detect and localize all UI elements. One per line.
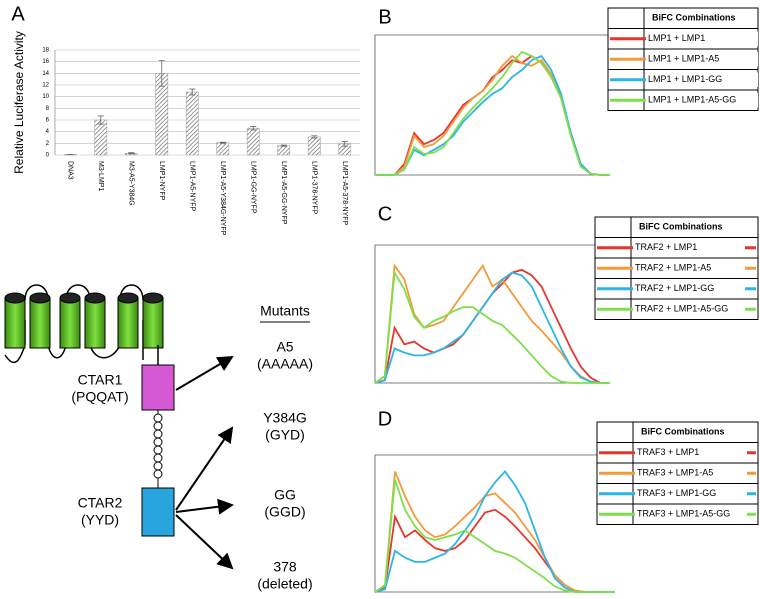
histogram-line xyxy=(374,269,610,384)
histogram-line xyxy=(374,271,610,384)
ctar-motif: (PQQAT) xyxy=(71,389,128,405)
legend-label-bg xyxy=(646,52,758,67)
mutant-detail: (GYD) xyxy=(265,427,305,443)
legend-label-bg xyxy=(646,93,758,108)
x-tick-label: LMP1-A5-NYFP xyxy=(188,161,195,212)
histogram-line xyxy=(375,50,610,176)
legend-label-bg xyxy=(635,445,747,460)
legend-label-bg xyxy=(633,302,745,317)
diagram xyxy=(4,284,310,570)
legend-label: LMP1 + LMP1-A5 xyxy=(648,54,719,64)
plot-frame xyxy=(374,454,615,593)
error-bar xyxy=(280,144,287,147)
ctar-motif: (YYD) xyxy=(81,512,119,528)
panel-label: C xyxy=(378,203,392,225)
histogram-line xyxy=(374,263,610,384)
legend-label: TRAF3 + LMP1-GG xyxy=(637,488,716,498)
legend-label-bg xyxy=(646,72,758,87)
legend-label: TRAF3 + LMP1 xyxy=(637,447,699,457)
legend-label: LMP1 + LMP1-GG xyxy=(648,74,722,84)
y-tick-label: 16 xyxy=(42,59,49,65)
mutant-name: 378 xyxy=(273,559,297,575)
legend-label-bg xyxy=(646,31,758,46)
x-tick-label: M3-A5-Y384G xyxy=(127,161,134,206)
y-tick-label: 2 xyxy=(46,141,50,147)
legend-label-bg xyxy=(633,281,745,296)
x-tick-label: LMP1-A5-Y384G-NYFP xyxy=(219,161,226,236)
error-bar xyxy=(97,115,104,125)
x-tick-label: LMP1-378-NYFP xyxy=(310,161,317,215)
histogram-line xyxy=(374,470,615,593)
ctar-name: CTAR1 xyxy=(78,372,123,388)
x-tick-label: LMP1-A5-378-NYFP xyxy=(341,161,348,226)
mutant-detail: (GGD) xyxy=(264,504,305,520)
bar xyxy=(277,145,291,156)
y-tick-label: 4 xyxy=(46,129,50,135)
mutants-title: Mutants xyxy=(260,303,310,319)
legend-label: LMP1 + LMP1-A5-GG xyxy=(648,95,736,105)
y-tick-label: 6 xyxy=(46,118,50,124)
legend-label: TRAF2 + LMP1-GG xyxy=(635,283,714,293)
x-tick-label: M3-LMP1 xyxy=(97,161,104,191)
mutant-name: A5 xyxy=(276,339,293,355)
y-tick-label: 18 xyxy=(42,48,49,54)
legend-label: LMP1 + LMP1 xyxy=(648,33,705,43)
x-tick-label: DNA3 xyxy=(66,161,73,180)
legend-label-bg xyxy=(633,261,745,276)
histogram-line xyxy=(374,471,615,593)
legend-title: BiFC Combinations xyxy=(652,13,736,23)
plot-frame xyxy=(374,244,610,384)
panel-label: D xyxy=(378,408,392,430)
error-bar xyxy=(311,135,318,139)
mutant-detail: (AAAAA) xyxy=(257,356,313,372)
plot-frame xyxy=(374,34,610,176)
x-tick-label: LMP1-A5-GG-NYFP xyxy=(280,161,287,225)
y-tick-label: 0 xyxy=(46,153,50,159)
ctar-name: CTAR2 xyxy=(78,495,123,511)
mutant-detail: (deleted) xyxy=(257,576,312,592)
legend-label-bg xyxy=(635,507,747,522)
x-tick-label: LMP1-GG-NYFP xyxy=(249,161,256,214)
legend-label-bg xyxy=(635,466,747,481)
error-bar xyxy=(158,60,165,87)
legend-label: TRAF2 + LMP1-A5 xyxy=(635,263,711,273)
legend-label: TRAF3 + LMP1-A5 xyxy=(637,468,713,478)
error-bar xyxy=(250,126,257,131)
panel-label: A xyxy=(11,3,25,25)
y-tick-label: 14 xyxy=(42,71,49,77)
legend-label-bg xyxy=(633,240,745,255)
x-tick-label: LMP1-NYFP xyxy=(158,161,165,201)
mutant-name: GG xyxy=(274,487,296,503)
histogram-line xyxy=(374,479,615,593)
y-axis-label: Relative Luciferase Activity xyxy=(12,31,26,174)
y-tick-label: 10 xyxy=(42,94,49,100)
error-bar xyxy=(219,141,226,144)
panel-label: B xyxy=(378,6,391,28)
bar xyxy=(307,136,321,156)
legend-label: TRAF2 + LMP1-A5-GG xyxy=(635,304,728,314)
bar xyxy=(185,91,199,156)
legend-label-bg xyxy=(635,486,747,501)
legend-label: TRAF3 + LMP1-A5-GG xyxy=(637,509,730,519)
mutant-name: Y384G xyxy=(263,410,307,426)
bar xyxy=(94,119,108,156)
error-bar xyxy=(128,152,135,155)
bar xyxy=(216,142,230,156)
bar xyxy=(246,127,260,156)
legend-title: BiFC Combinations xyxy=(639,222,723,232)
y-tick-label: 8 xyxy=(46,106,50,112)
legend-title: BiFC Combinations xyxy=(641,427,725,437)
y-tick-label: 12 xyxy=(42,83,49,89)
legend-label: TRAF2 + LMP1 xyxy=(635,242,697,252)
error-bar xyxy=(341,141,348,147)
error-bar xyxy=(189,88,196,96)
